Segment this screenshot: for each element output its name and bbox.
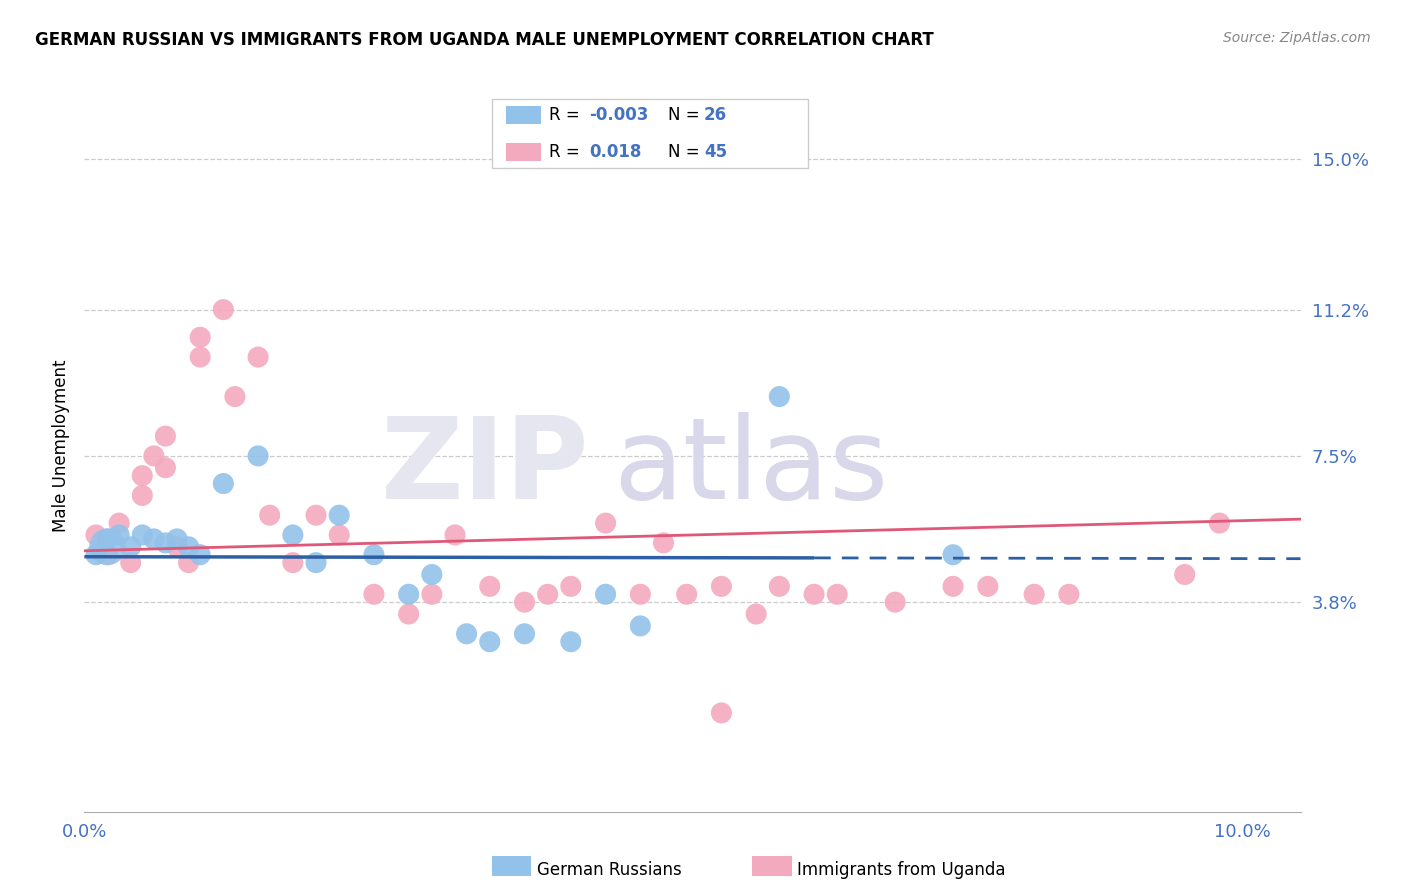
Point [166,540,188,554]
Point [513,627,536,641]
Text: R =: R = [550,105,585,124]
Point [131,528,153,542]
Point [328,508,350,523]
Point [155,429,177,443]
Point [1024,587,1046,601]
Point [803,587,825,601]
Point [628,587,651,601]
Point [513,595,536,609]
Point [1208,516,1230,530]
Point [120,540,142,554]
Point [768,579,790,593]
Point [560,634,582,648]
Text: German Russians: German Russians [537,861,682,879]
Point [84,528,107,542]
Point [142,532,165,546]
Point [166,532,188,546]
Point [652,536,675,550]
Point [96,548,118,562]
Point [131,468,153,483]
Point [478,634,501,648]
Text: Source: ZipAtlas.com: Source: ZipAtlas.com [1223,31,1371,45]
Point [478,579,501,593]
Point [224,390,246,404]
Point [884,595,907,609]
Point [977,579,1000,593]
Point [768,390,790,404]
Point [560,579,582,593]
Point [444,528,467,542]
Point [745,607,768,621]
Point [537,587,560,601]
Point [398,607,420,621]
Point [1174,567,1197,582]
Point [142,449,165,463]
Point [188,330,211,344]
Point [155,460,177,475]
Point [628,619,651,633]
Text: -0.003: -0.003 [589,105,648,124]
Point [398,587,420,601]
Point [942,548,965,562]
Point [96,540,118,554]
Point [120,556,142,570]
Point [363,548,385,562]
Point [259,508,281,523]
Point [281,556,304,570]
Point [131,488,153,502]
Text: ZIP: ZIP [381,412,589,524]
Point [212,302,235,317]
Text: 45: 45 [704,143,727,161]
Point [595,587,617,601]
Text: 26: 26 [704,105,727,124]
Text: N =: N = [668,143,704,161]
Point [710,579,733,593]
Point [305,556,328,570]
Text: N =: N = [668,105,704,124]
Point [247,350,270,364]
Point [177,556,200,570]
Point [363,587,385,601]
Point [825,587,848,601]
Point [420,587,443,601]
Text: Immigrants from Uganda: Immigrants from Uganda [797,861,1005,879]
Point [1057,587,1080,601]
Point [595,516,617,530]
Point [420,567,443,582]
Point [177,540,200,554]
Point [212,476,235,491]
Point [942,579,965,593]
Point [456,627,478,641]
Text: GERMAN RUSSIAN VS IMMIGRANTS FROM UGANDA MALE UNEMPLOYMENT CORRELATION CHART: GERMAN RUSSIAN VS IMMIGRANTS FROM UGANDA… [35,31,934,49]
Point [328,528,350,542]
Point [155,536,177,550]
Text: 0.018: 0.018 [589,143,641,161]
Point [675,587,697,601]
Y-axis label: Male Unemployment: Male Unemployment [52,359,70,533]
Point [281,528,304,542]
Point [710,706,733,720]
Point [96,532,118,546]
Text: R =: R = [550,143,585,161]
Point [108,516,131,530]
Text: atlas: atlas [613,412,889,524]
Point [247,449,270,463]
Point [305,508,328,523]
Point [188,548,211,562]
Point [108,528,131,542]
Point [84,548,107,562]
Point [188,350,211,364]
